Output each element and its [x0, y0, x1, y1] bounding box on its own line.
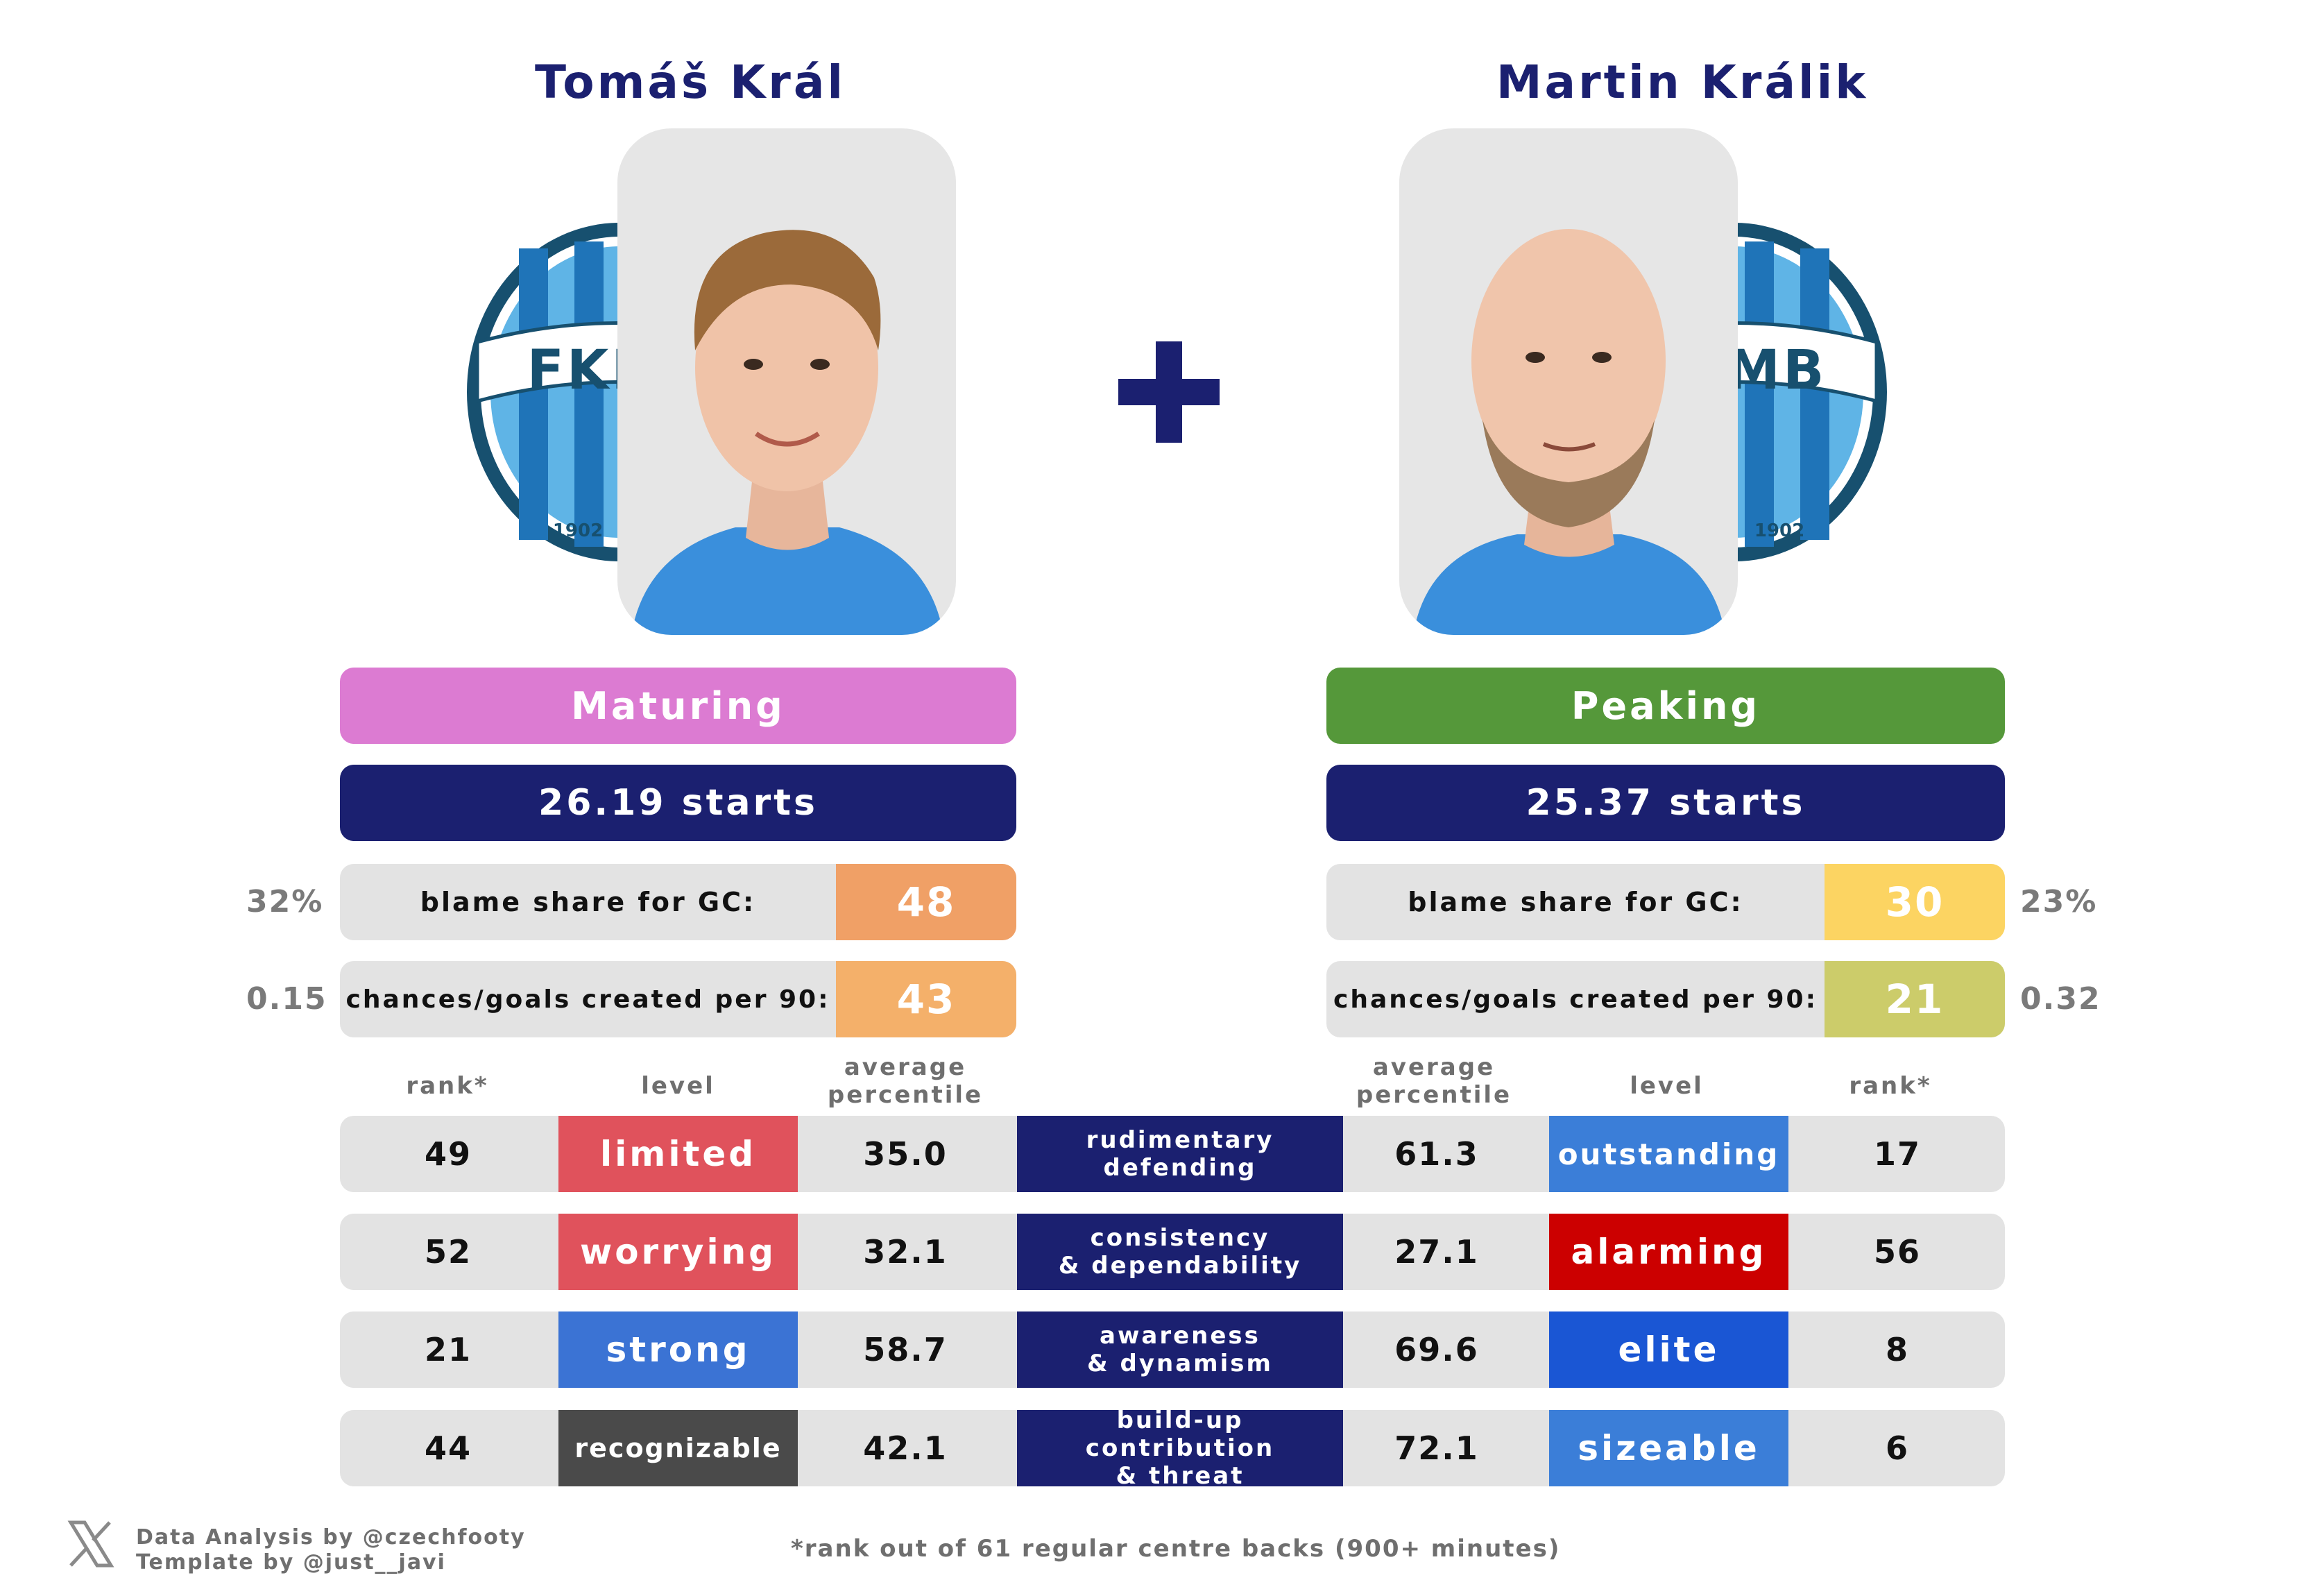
player-name-left: Tomáš Král: [534, 56, 846, 109]
avg-percentile-left: 42.1: [863, 1429, 948, 1467]
starts-label-right: 25.37 starts: [1526, 782, 1806, 824]
avg-percentile-left: 35.0: [863, 1135, 948, 1173]
category-label: consistency & dependability: [1017, 1214, 1343, 1290]
avg-percentile-right: 27.1: [1394, 1233, 1479, 1271]
chances-side-value-left: 0.15: [246, 981, 327, 1017]
starts-badge-right: 25.37 starts: [1326, 765, 2005, 841]
metric-row: 44 recognizable 42.1 build-up contribution …: [0, 1407, 2324, 1490]
header-rank-left: rank*: [406, 1072, 489, 1100]
rank-right: 6: [1885, 1429, 1909, 1467]
rank-footnote: *rank out of 61 regular centre backs (90…: [791, 1535, 1561, 1563]
rank-right: 8: [1885, 1331, 1909, 1368]
stage-label-left: Maturing: [571, 684, 785, 728]
stage-label-right: Peaking: [1571, 684, 1761, 728]
level-badge-left: recognizable: [558, 1410, 798, 1486]
crest-year-left: 1902: [553, 520, 603, 541]
chances-row-right: chances/goals created per 90: 21: [1326, 961, 2005, 1037]
player-name-right: Martin Králik: [1496, 56, 1869, 109]
blame-row-right: blame share for GC: 30: [1326, 864, 2005, 940]
rank-left: 49: [424, 1135, 472, 1173]
blame-label-right: blame share for GC:: [1408, 887, 1743, 917]
level-badge-left: worrying: [558, 1214, 798, 1290]
chances-row-left: chances/goals created per 90: 43: [340, 961, 1016, 1037]
rank-left: 21: [424, 1331, 472, 1368]
blame-label-left: blame share for GC:: [420, 887, 756, 917]
level-badge-left: strong: [558, 1311, 798, 1388]
x-logo-icon: [67, 1520, 114, 1568]
level-badge-right: sizeable: [1549, 1410, 1788, 1486]
avg-percentile-right: 72.1: [1394, 1429, 1479, 1467]
category-label: awareness & dynamism: [1017, 1311, 1343, 1388]
club-crest-right: FKMB 1902: [1734, 221, 1890, 564]
blame-value-right: 30: [1825, 864, 2005, 940]
avg-percentile-left: 58.7: [863, 1331, 948, 1368]
metric-row: 21 strong 58.7 awareness & dynamism 69.6 elit…: [0, 1311, 2324, 1388]
credit-template: Template by @just__javi: [136, 1550, 446, 1574]
chances-value-right: 21: [1825, 961, 2005, 1037]
chances-value-left: 43: [836, 961, 1016, 1037]
header-level-left: level: [641, 1072, 715, 1100]
starts-label-left: 26.19 starts: [538, 782, 818, 824]
blame-side-value-left: 32%: [246, 884, 324, 919]
rank-left: 44: [424, 1429, 472, 1467]
blame-row-left: blame share for GC: 48: [340, 864, 1016, 940]
header-level-right: level: [1630, 1072, 1704, 1100]
rank-right: 56: [1873, 1233, 1921, 1271]
avg-percentile-right: 69.6: [1394, 1331, 1479, 1368]
header-avg-left: average percentile: [827, 1053, 984, 1109]
stage-badge-left: Maturing: [340, 668, 1016, 744]
chances-label-right: chances/goals created per 90:: [1333, 985, 1818, 1014]
avg-percentile-right: 61.3: [1394, 1135, 1479, 1173]
footer-credits: Data Analysis by @czechfooty Template by…: [136, 1525, 526, 1575]
avg-percentile-left: 32.1: [863, 1233, 948, 1271]
blame-value-left: 48: [836, 864, 1016, 940]
starts-badge-left: 26.19 starts: [340, 765, 1016, 841]
club-crest-left: FKMB 1902: [463, 221, 620, 564]
chances-side-value-right: 0.32: [2020, 981, 2101, 1017]
crest-text-right: FKMB: [1734, 339, 1827, 402]
crest-year-right: 1902: [1754, 520, 1804, 541]
category-label: rudimentary defending: [1017, 1116, 1343, 1192]
credit-data-analysis: Data Analysis by @czechfooty: [136, 1525, 526, 1550]
header-rank-right: rank*: [1849, 1072, 1932, 1100]
level-badge-right: elite: [1549, 1311, 1788, 1388]
chances-label-left: chances/goals created per 90:: [345, 985, 830, 1014]
metric-row: 49 limited 35.0 rudimentary defending 61.3 ou…: [0, 1116, 2324, 1192]
player-photo-right: [1399, 128, 1738, 635]
level-badge-left: limited: [558, 1116, 798, 1192]
rank-right: 17: [1873, 1135, 1921, 1173]
level-badge-right: outstanding: [1549, 1116, 1788, 1192]
crest-text-left: FKMB: [527, 339, 620, 402]
metric-row: 52 worrying 32.1 consistency & dependabilit…: [0, 1214, 2324, 1290]
player-photo-left: [617, 128, 956, 635]
header-avg-right: average percentile: [1356, 1053, 1512, 1109]
rank-left: 52: [424, 1233, 472, 1271]
level-badge-right: alarming: [1549, 1214, 1788, 1290]
category-label: build-up contribution & threat: [1017, 1407, 1343, 1490]
stage-badge-right: Peaking: [1326, 668, 2005, 744]
blame-side-value-right: 23%: [2020, 884, 2098, 919]
plus-icon: [1118, 341, 1220, 443]
